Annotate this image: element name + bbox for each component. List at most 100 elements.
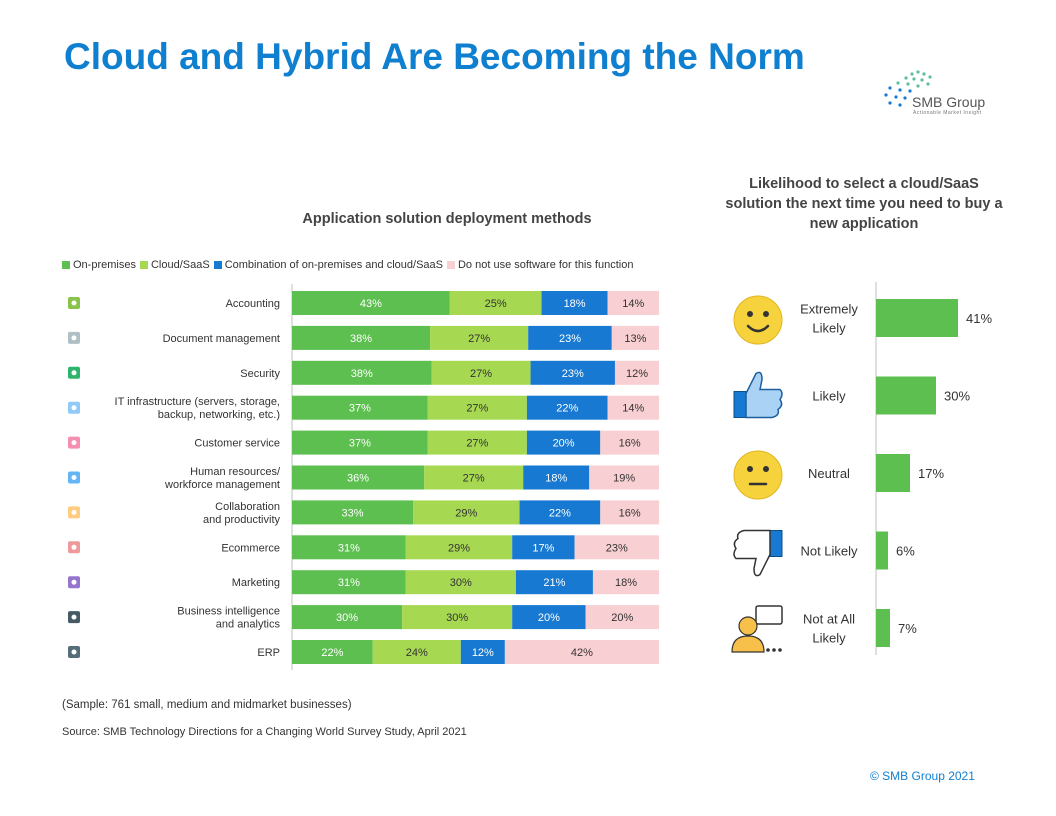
- bar-segment-cloud-saas: [405, 570, 516, 595]
- category-label: Human resources/workforce management: [164, 466, 281, 491]
- data-label: 12%: [626, 368, 648, 380]
- data-label: 23%: [559, 333, 581, 345]
- bar-segment-do-not-use-software-for-this-function: [611, 325, 659, 350]
- category-label: IT infrastructure (servers, storage, back…: [115, 396, 280, 421]
- data-label: 24%: [406, 647, 428, 659]
- data-label: 27%: [470, 368, 492, 380]
- ecommerce-icon: [68, 541, 80, 554]
- data-label: 23%: [606, 542, 628, 554]
- likelihood-bar: [876, 376, 936, 415]
- bar-segment-combination-of-on-premises-and-cloud-saas: [515, 570, 593, 595]
- bar-segment-cloud-saas: [449, 291, 542, 315]
- bar-segment-do-not-use-software-for-this-function: [589, 465, 659, 490]
- data-label: 22%: [549, 507, 571, 519]
- logo-text: SMB Group: [912, 94, 986, 110]
- data-label: 27%: [466, 403, 488, 415]
- bar-segment-cloud-saas: [424, 465, 524, 490]
- smiley-face-icon: [733, 295, 783, 345]
- bar-segment-on-premises: [292, 360, 432, 385]
- likelihood-category-label: Not Likely: [800, 544, 858, 559]
- bar-segment-do-not-use-software-for-this-function: [504, 640, 659, 664]
- bar-segment-on-premises: [292, 430, 428, 455]
- data-label: 33%: [342, 507, 364, 519]
- data-label: 30%: [446, 612, 468, 624]
- data-label: 31%: [338, 577, 360, 589]
- deployment-chart-title: Application solution deployment methods: [302, 211, 592, 227]
- business-intelligence-icon: [68, 611, 80, 624]
- category-label: Document management: [163, 333, 280, 345]
- bar-segment-do-not-use-software-for-this-function: [592, 570, 659, 595]
- copyright: © SMB Group 2021: [870, 769, 975, 783]
- likelihood-category-label: Not at All Likely: [803, 612, 855, 646]
- data-label: 20%: [538, 612, 560, 624]
- bar-segment-combination-of-on-premises-and-cloud-saas: [526, 395, 608, 420]
- data-label: 16%: [619, 438, 641, 450]
- likelihood-data-label: 17%: [918, 466, 944, 481]
- data-label: 22%: [321, 647, 343, 659]
- bar-segment-combination-of-on-premises-and-cloud-saas: [512, 605, 586, 630]
- legend-item-on-premises: On-premises: [62, 259, 136, 271]
- page-title: Cloud and Hybrid Are Becoming the Norm: [64, 36, 805, 77]
- legend-swatch: [213, 261, 222, 269]
- bar-segment-cloud-saas: [427, 430, 527, 455]
- likelihood-chart-title: Likelihood to select a cloud/SaaS soluti…: [725, 176, 1003, 232]
- bar-segment-on-premises: [292, 395, 428, 420]
- legend-label: Do not use software for this function: [457, 259, 634, 271]
- neutral-face-icon: [733, 450, 783, 500]
- legend-label: On-premises: [73, 259, 136, 271]
- bar-segment-do-not-use-software-for-this-function: [600, 430, 659, 455]
- security-shield-icon: [68, 366, 80, 379]
- legend-swatch: [62, 261, 70, 269]
- data-label: 14%: [622, 403, 644, 415]
- person-speech-bubble-icon: [731, 605, 783, 653]
- bar-segment-combination-of-on-premises-and-cloud-saas: [528, 325, 612, 350]
- data-label: 13%: [624, 333, 646, 345]
- data-label: 38%: [351, 368, 373, 380]
- category-label: Marketing: [232, 577, 280, 589]
- bar-segment-combination-of-on-premises-and-cloud-saas: [460, 640, 505, 664]
- legend-item-no-software: Do not use software for this function: [446, 259, 634, 271]
- bar-segment-combination-of-on-premises-and-cloud-saas: [526, 430, 601, 455]
- data-label: 27%: [466, 438, 488, 450]
- bar-segment-combination-of-on-premises-and-cloud-saas: [519, 500, 601, 525]
- bar-segment-combination-of-on-premises-and-cloud-saas: [530, 360, 615, 385]
- data-label: 20%: [553, 438, 575, 450]
- bar-segment-do-not-use-software-for-this-function: [600, 500, 659, 525]
- logo-tagline: Actionable Market Insight: [913, 110, 982, 116]
- data-label: 37%: [349, 403, 371, 415]
- likelihood-data-label: 7%: [898, 621, 917, 636]
- customer-service-icon: [68, 436, 80, 449]
- bar-segment-cloud-saas: [427, 395, 527, 420]
- likelihood-data-label: 6%: [896, 544, 915, 559]
- bar-segment-cloud-saas: [431, 360, 531, 385]
- data-label: 18%: [564, 298, 586, 310]
- data-label: 27%: [463, 473, 485, 485]
- likelihood-bar: [876, 609, 890, 647]
- erp-network-icon: [68, 646, 80, 658]
- data-label: 18%: [545, 473, 567, 485]
- legend-label: Combination of on-premises and cloud/Saa…: [224, 259, 443, 271]
- bar-segment-do-not-use-software-for-this-function: [585, 605, 659, 630]
- bar-segment-cloud-saas: [402, 605, 513, 630]
- data-label: 21%: [543, 577, 565, 589]
- bar-segment-cloud-saas: [413, 500, 520, 525]
- data-label: 19%: [613, 473, 635, 485]
- data-label: 43%: [360, 298, 382, 310]
- thumbs-down-icon: [733, 529, 783, 577]
- legend-item-cloud-saas: Cloud/SaaS: [139, 259, 210, 271]
- data-label: 18%: [615, 577, 637, 589]
- likelihood-bar: [876, 454, 910, 492]
- likelihood-bar: [876, 531, 888, 570]
- legend-swatch: [446, 261, 455, 269]
- data-label: 37%: [349, 438, 371, 450]
- bar-segment-do-not-use-software-for-this-function: [607, 291, 659, 315]
- likelihood-data-label: 30%: [944, 389, 970, 404]
- deployment-legend: On-premises Cloud/SaaS Combination of on…: [62, 259, 637, 271]
- bar-segment-cloud-saas: [372, 640, 461, 664]
- data-label: 20%: [611, 612, 633, 624]
- collaboration-handshake-icon: [68, 506, 80, 519]
- data-label: 29%: [455, 507, 477, 519]
- category-label: Accounting: [226, 298, 280, 310]
- likelihood-category-label: Likely: [812, 389, 846, 404]
- category-label: Ecommerce: [221, 542, 280, 554]
